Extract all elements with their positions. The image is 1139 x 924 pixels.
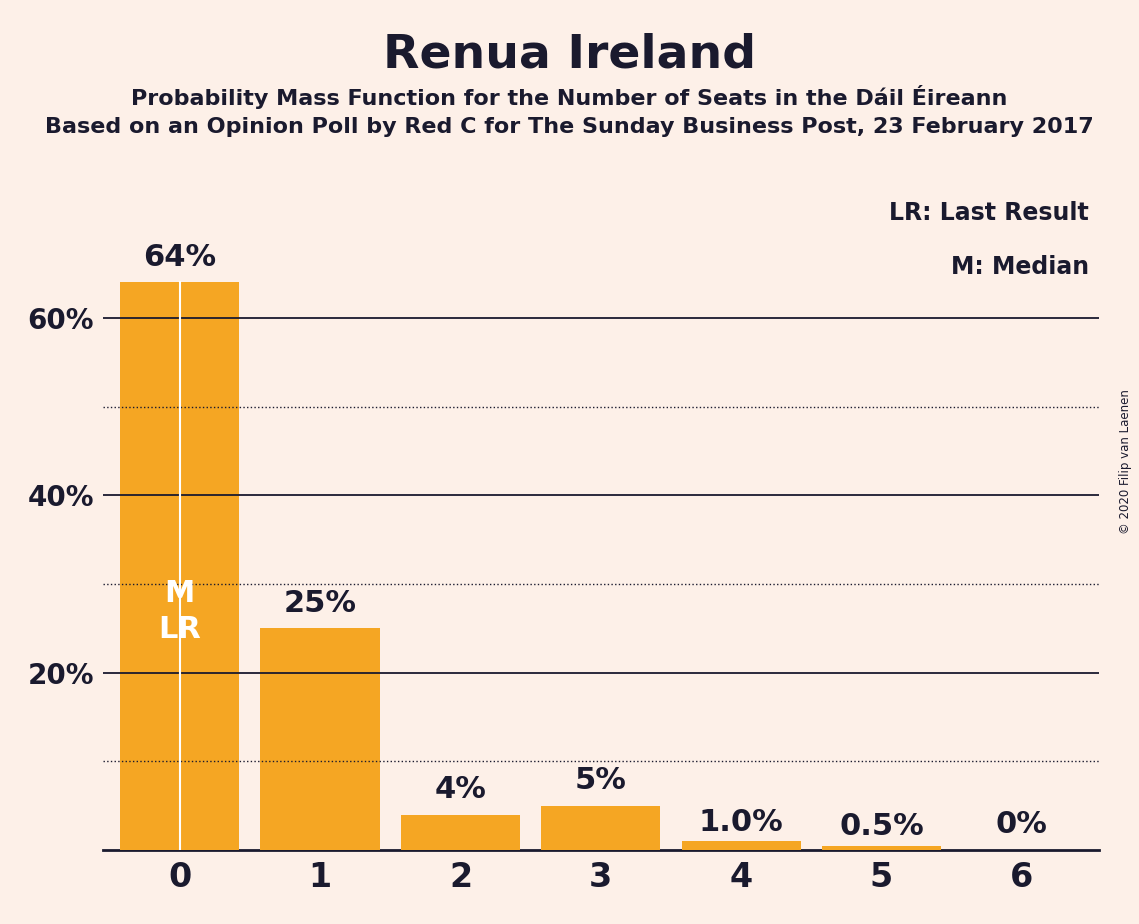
Text: 0%: 0% — [995, 810, 1048, 839]
Bar — [261, 628, 379, 850]
Text: 1.0%: 1.0% — [699, 808, 784, 837]
Bar — [401, 815, 521, 850]
Text: 5%: 5% — [575, 766, 626, 795]
Text: M
LR: M LR — [158, 579, 202, 644]
Text: Probability Mass Function for the Number of Seats in the Dáil Éireann: Probability Mass Function for the Number… — [131, 85, 1008, 109]
Bar — [681, 841, 801, 850]
Text: Renua Ireland: Renua Ireland — [383, 32, 756, 78]
Text: © 2020 Filip van Laenen: © 2020 Filip van Laenen — [1118, 390, 1132, 534]
Bar — [120, 283, 239, 850]
Bar — [822, 845, 941, 850]
Text: 25%: 25% — [284, 589, 357, 617]
Text: 64%: 64% — [144, 243, 216, 272]
Text: 0.5%: 0.5% — [839, 812, 924, 841]
Text: 4%: 4% — [434, 775, 486, 804]
Bar — [541, 806, 661, 850]
Text: LR: Last Result: LR: Last Result — [890, 201, 1089, 225]
Text: Based on an Opinion Poll by Red C for The Sunday Business Post, 23 February 2017: Based on an Opinion Poll by Red C for Th… — [46, 117, 1093, 138]
Text: M: Median: M: Median — [951, 255, 1089, 279]
